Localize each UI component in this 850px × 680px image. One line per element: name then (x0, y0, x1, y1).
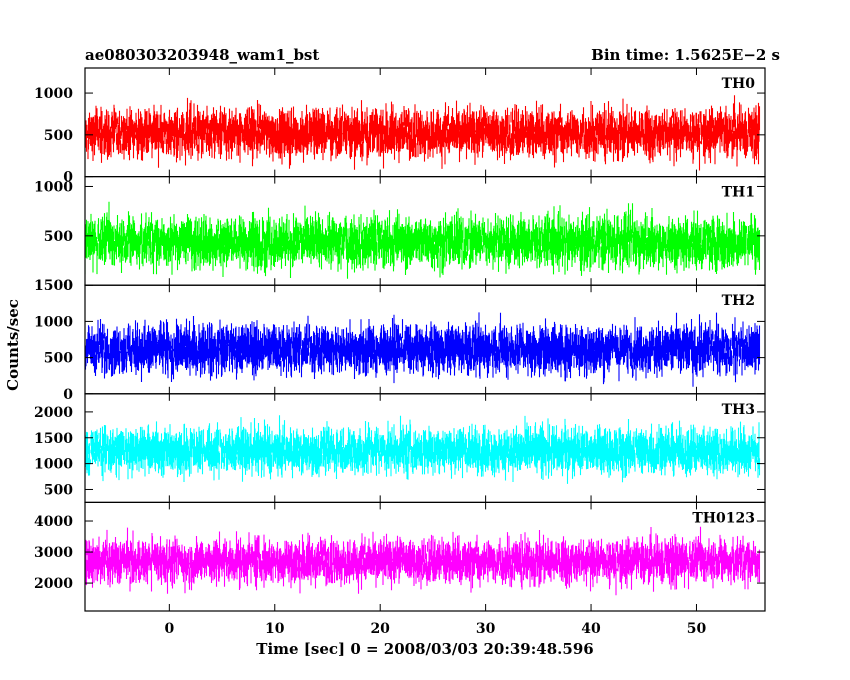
panel-th0123: 2000 3000 4000 TH0123 (34, 501, 766, 612)
y-tick-label: 1000 (34, 314, 73, 330)
x-tick-label: 0 (164, 621, 174, 637)
panel-label-th3: TH3 (722, 402, 755, 418)
series-th3 (85, 415, 761, 484)
panel-th0: 0 500 1000 TH0 (34, 67, 766, 186)
series-th2 (85, 312, 761, 387)
series-th0123 (85, 526, 761, 596)
y-tick-label: 500 (44, 229, 73, 245)
y-tick-label: 2000 (34, 576, 73, 592)
x-tick-label: 10 (265, 621, 285, 637)
panel-th3: 500 1000 1500 2000 TH3 (34, 393, 766, 503)
x-tick-label: 20 (370, 621, 390, 637)
x-tick-label: 30 (476, 621, 496, 637)
plot-title: ae080303203948_wam1_bst (85, 46, 319, 64)
panel-label-th2: TH2 (722, 293, 755, 309)
panel-th1: 0 500 1000 TH1 (34, 176, 766, 294)
y-tick-label: 1000 (34, 179, 73, 195)
bin-time-label: Bin time: 1.5625E−2 s (591, 46, 780, 64)
series-th0 (85, 95, 761, 171)
panel-label-th0: TH0 (722, 76, 756, 92)
x-tick-label: 40 (581, 621, 601, 637)
panel-label-th0123: TH0123 (692, 510, 755, 526)
y-tick-label: 500 (44, 128, 73, 144)
y-tick-label: 3000 (34, 545, 73, 561)
x-axis-title: Time [sec] 0 = 2008/03/03 20:39:48.596 (256, 640, 593, 658)
y-tick-label: 0 (63, 170, 73, 186)
y-tick-label: 1500 (34, 431, 73, 447)
y-tick-label: 500 (44, 482, 73, 498)
series-th1 (85, 201, 761, 279)
x-tick-labels: 0 10 20 30 40 50 (164, 621, 706, 637)
y-tick-label: 2000 (34, 405, 73, 421)
panels-group: 0 500 1000 TH0 0 500 1000 TH1 0 500 1000 1500 TH2 500… (34, 67, 766, 612)
y-tick-label: 500 (44, 351, 73, 367)
y-tick-label: 0 (63, 278, 73, 294)
y-tick-label: 4000 (34, 514, 73, 530)
x-tick-label: 50 (687, 621, 707, 637)
y-tick-label: 0 (63, 387, 73, 403)
y-tick-label: 1000 (34, 457, 73, 473)
y-tick-label: 1500 (34, 278, 73, 294)
y-tick-label: 1000 (34, 86, 73, 102)
panel-frame (84, 501, 766, 612)
y-axis-title: Counts/sec (4, 299, 22, 391)
panel-label-th1: TH1 (722, 185, 755, 201)
panel-th2: 0 500 1000 1500 TH2 (34, 278, 766, 403)
